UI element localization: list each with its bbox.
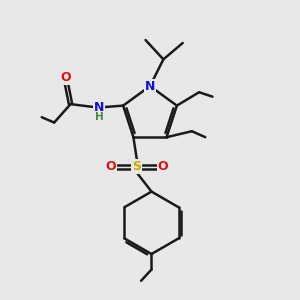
Text: N: N bbox=[94, 100, 104, 114]
Text: S: S bbox=[133, 160, 142, 173]
Text: O: O bbox=[61, 71, 71, 84]
Text: H: H bbox=[95, 112, 104, 122]
Text: O: O bbox=[158, 160, 168, 173]
Text: O: O bbox=[106, 160, 116, 173]
Text: N: N bbox=[145, 80, 155, 93]
